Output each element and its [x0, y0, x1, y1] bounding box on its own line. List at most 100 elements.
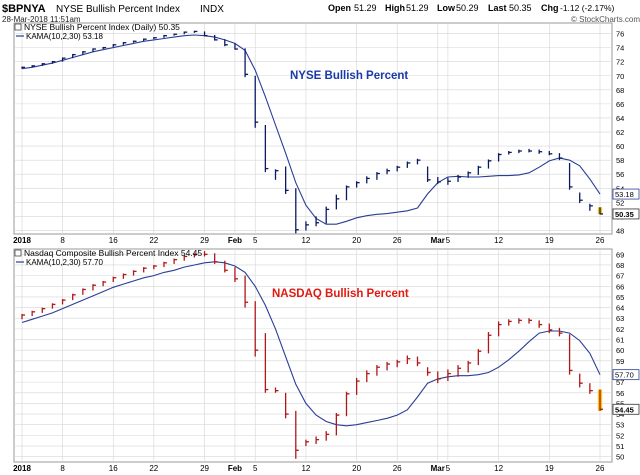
chg-label: Chg — [541, 3, 559, 13]
ohlc-bar — [597, 207, 603, 215]
ohlc-bar — [437, 371, 441, 384]
ohlc-bar — [92, 48, 96, 52]
ohlc-bar — [518, 318, 522, 324]
nyse-panel: 48505254565860626466687072747653.1850.35… — [13, 22, 640, 235]
y-tick-label: 63 — [616, 314, 624, 323]
ohlc-bar — [274, 387, 279, 393]
ohlc-bar — [173, 33, 178, 36]
ohlc-bar — [82, 288, 86, 295]
y-tick-label: 62 — [616, 128, 624, 137]
ohlc-bar — [497, 153, 502, 162]
x-tick-label: 8 — [60, 464, 65, 473]
x-tick-label: Feb — [228, 464, 242, 473]
x-tick-label: 26 — [596, 464, 605, 473]
ohlc-bar — [183, 31, 188, 35]
ohlc-bar — [61, 57, 66, 62]
nasdaq-kama-line — [21, 261, 601, 427]
chg-value: -1.12 (-2.17%) — [560, 3, 614, 13]
nyse-chart-title: NYSE Bullish Percent — [290, 70, 408, 82]
x-tick-label: 12 — [301, 464, 310, 473]
high-value: 51.29 — [406, 3, 429, 13]
x-tick-label: 5 — [446, 464, 451, 473]
ohlc-bar — [31, 65, 36, 68]
ohlc-bar — [214, 253, 218, 264]
ohlc-bar — [21, 66, 25, 69]
x-tick-label: 19 — [545, 464, 554, 473]
y-tick-label: 52 — [616, 198, 624, 207]
nasdaq-chart-title: NASDAQ Bullish Percent — [272, 288, 409, 300]
ohlc-bar — [92, 284, 96, 291]
ohlc-bar — [335, 413, 340, 436]
x-tick-label: 26 — [393, 464, 402, 473]
ohlc-bar — [477, 165, 482, 175]
ohlc-bar — [487, 159, 492, 169]
ohlc-bar — [224, 39, 228, 47]
nyse-plot-area — [13, 22, 613, 235]
ohlc-bar — [568, 162, 573, 190]
ohlc-bar — [163, 34, 167, 38]
ohlc-bar — [548, 151, 553, 156]
ohlc-bar — [487, 332, 492, 354]
nasdaq-kama-value-tag: 57.70 — [612, 369, 640, 381]
high-label: High — [385, 3, 405, 13]
x-tick-label: 19 — [545, 236, 554, 245]
ohlc-bar — [447, 177, 451, 185]
y-tick-label: 56 — [616, 170, 624, 179]
ohlc-bar — [528, 318, 533, 324]
ohlc-bar — [132, 40, 137, 43]
ohlc-bar — [315, 436, 320, 444]
legend-box-icon — [14, 249, 22, 257]
ohlc-bar — [51, 60, 56, 64]
ohlc-bar — [426, 367, 431, 376]
index-name: NYSE Bullish Percent Index — [56, 4, 180, 15]
nyse-x-axis: 2018 8 16 22 29 Feb 5 12 20 26 Mar 5 12 19 26 — [13, 236, 605, 245]
ohlc-bar — [132, 270, 137, 276]
ohlc-bar — [244, 275, 249, 308]
ohlc-bar — [112, 276, 117, 283]
ohlc-bar — [203, 251, 208, 257]
y-tick-label: 48 — [616, 226, 624, 235]
y-tick-label: 60 — [616, 142, 624, 151]
last-tag-text: 54.45 — [615, 405, 634, 414]
ohlc-bar — [589, 203, 593, 211]
kama-tag-text: 53.18 — [615, 190, 634, 199]
last-tag-box — [612, 403, 640, 415]
ohlc-bar — [214, 34, 218, 41]
y-tick-label: 76 — [616, 30, 624, 39]
ohlc-bar — [234, 267, 238, 283]
x-tick-label: 12 — [494, 464, 503, 473]
nyse-bars — [21, 30, 603, 234]
x-tick-label: 5 — [253, 464, 258, 473]
ohlc-bar — [568, 334, 573, 375]
ohlc-bar — [406, 355, 411, 365]
ohlc-bar — [355, 377, 360, 395]
ohlc-bar — [416, 158, 421, 165]
ohlc-bar — [345, 391, 350, 417]
kama-tag-text: 57.70 — [615, 371, 634, 380]
ohlc-bar — [518, 149, 522, 154]
ohlc-bar — [21, 313, 25, 320]
nyse-legend-label: NYSE Bullish Percent Index (Daily) 50.35 — [24, 22, 180, 32]
ohlc-bar — [467, 360, 472, 373]
y-tick-label: 65 — [616, 293, 624, 302]
y-tick-label: 68 — [616, 261, 624, 270]
nyse-kama-value-tag: 53.18 — [612, 188, 640, 200]
ohlc-bar — [457, 365, 462, 377]
x-tick-label: 22 — [149, 464, 158, 473]
y-tick-label: 64 — [616, 114, 624, 123]
x-tick-label: 5 — [253, 236, 258, 245]
y-tick-label: 61 — [616, 336, 624, 345]
y-tick-label: 58 — [616, 156, 624, 165]
ohlc-bar — [528, 148, 533, 153]
ohlc-bar — [203, 31, 208, 37]
ohlc-bar — [467, 171, 472, 178]
ohlc-bar — [548, 323, 553, 334]
x-tick-label: 12 — [301, 236, 310, 245]
x-tick-label: 22 — [149, 236, 158, 245]
nyse-kama-layer — [21, 34, 601, 225]
y-tick-label: 56 — [616, 389, 624, 398]
kama-tag-box — [612, 188, 640, 200]
ohlc-bar — [72, 53, 76, 59]
ohlc-bar — [41, 307, 46, 313]
